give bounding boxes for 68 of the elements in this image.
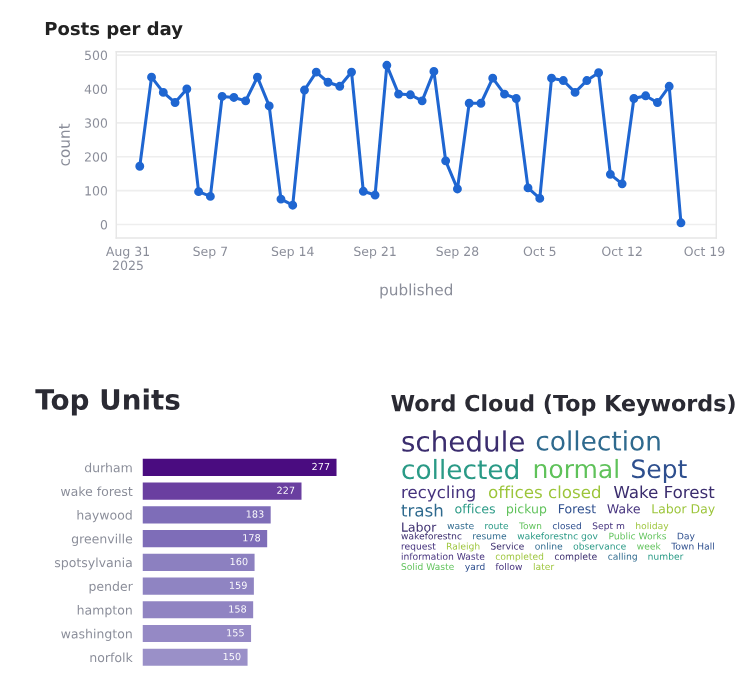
- bar: [142, 625, 252, 643]
- text: collected: [402, 458, 518, 480]
- text: Sept: [632, 459, 687, 484]
- point: [158, 87, 168, 97]
- bar: [142, 530, 268, 548]
- bar: [142, 648, 248, 666]
- point: [182, 84, 192, 94]
- point: [582, 76, 592, 85]
- point: [664, 81, 674, 91]
- point: [452, 184, 462, 194]
- point: [405, 90, 415, 100]
- point: [464, 98, 474, 108]
- point: [170, 98, 180, 107]
- bar: [142, 601, 254, 619]
- point: [147, 72, 156, 82]
- point: [394, 89, 404, 99]
- point: [217, 92, 227, 101]
- point: [429, 66, 439, 76]
- point: [300, 85, 309, 95]
- point: [382, 60, 392, 70]
- text: recycling: [402, 485, 475, 502]
- point: [570, 87, 580, 97]
- point: [488, 73, 498, 83]
- point: [617, 179, 627, 189]
- point: [135, 161, 145, 171]
- point: [476, 98, 486, 108]
- point: [558, 76, 568, 85]
- text: offices closed: [488, 485, 600, 499]
- point: [288, 200, 298, 210]
- point: [264, 101, 274, 111]
- chart-title: Top Units: [35, 388, 180, 416]
- point: [523, 183, 533, 193]
- chart-title: Posts per day: [45, 21, 183, 39]
- point: [441, 156, 451, 166]
- point: [347, 67, 356, 77]
- bar: [142, 506, 271, 524]
- text: normal: [534, 458, 618, 479]
- point: [676, 218, 686, 228]
- point: [652, 98, 662, 107]
- text: Wake Forest: [613, 485, 715, 499]
- point: [500, 89, 509, 99]
- bar: [142, 577, 254, 595]
- point: [629, 94, 639, 103]
- text: schedule: [402, 430, 524, 452]
- point: [370, 190, 380, 200]
- point: [358, 186, 368, 196]
- point: [511, 94, 521, 103]
- point: [194, 187, 204, 197]
- point: [641, 91, 651, 101]
- bar: [142, 458, 337, 476]
- point: [205, 191, 215, 201]
- point: [594, 68, 604, 78]
- text: trash: [401, 503, 443, 517]
- point: [229, 93, 239, 102]
- bar: [142, 553, 255, 571]
- bar: [142, 482, 302, 500]
- point: [535, 193, 545, 203]
- point: [605, 169, 615, 179]
- point: [335, 81, 345, 91]
- point: [276, 194, 286, 204]
- point: [241, 96, 251, 106]
- point: [323, 77, 333, 87]
- text: Word Cloud (Top Keywords): [391, 394, 735, 416]
- point: [547, 73, 556, 83]
- point: [252, 72, 262, 82]
- text: collection: [536, 430, 660, 451]
- point: [417, 96, 427, 106]
- point: [311, 67, 321, 77]
